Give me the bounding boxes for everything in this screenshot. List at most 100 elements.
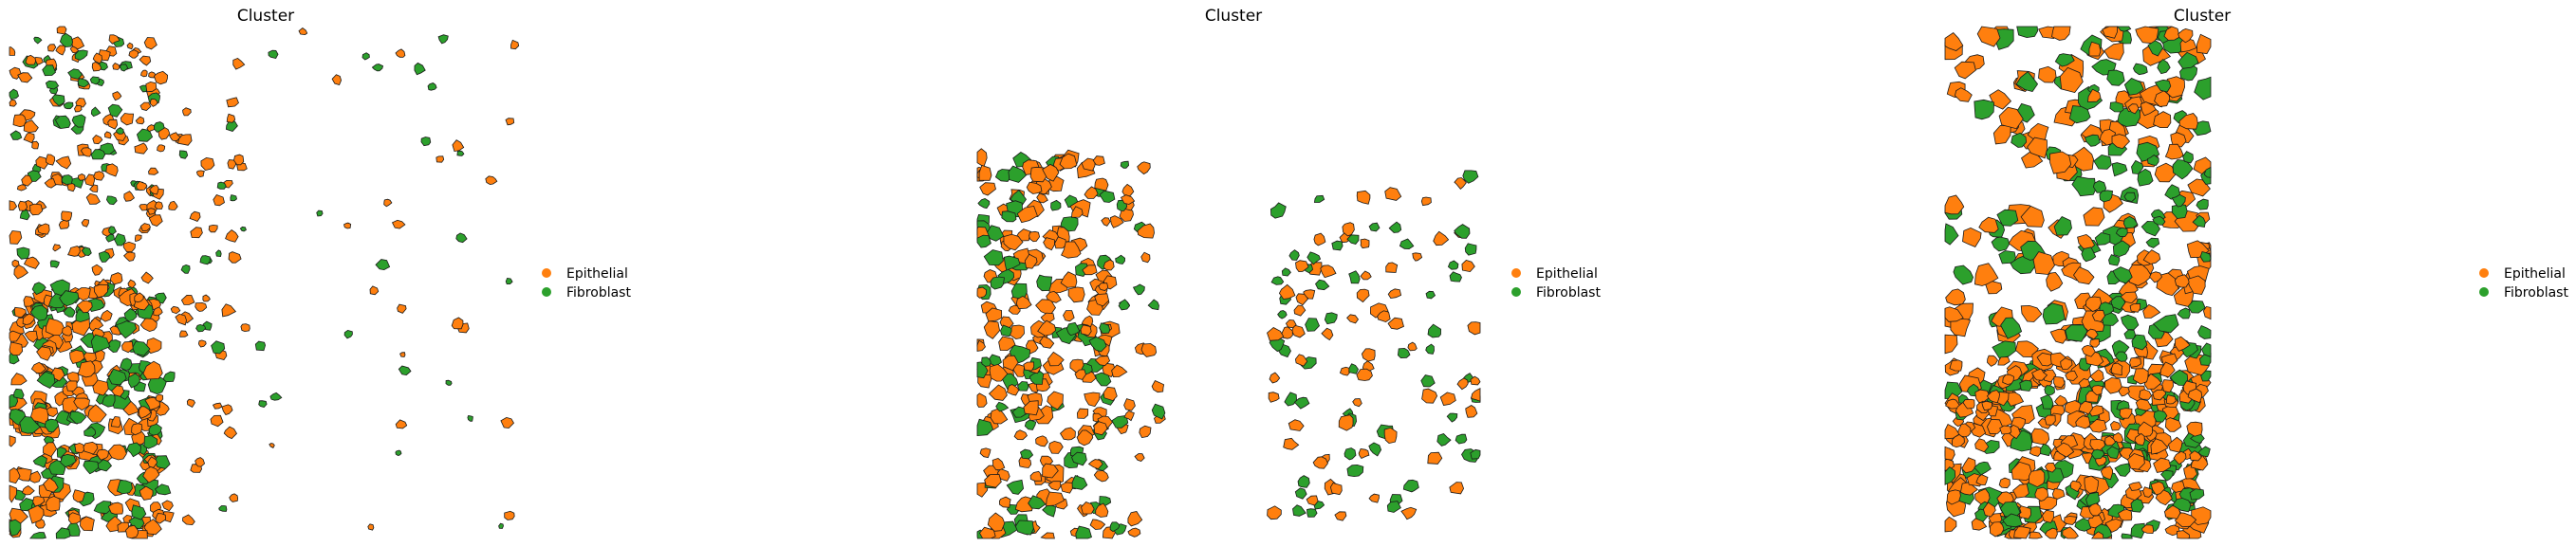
panel-2-cell-epithelial: [1439, 392, 1456, 406]
panel-1-cell-epithelial: [9, 330, 22, 342]
panel-3-cell-epithelial: [2062, 526, 2079, 539]
panel-2-cell-fibroblast: [1297, 475, 1310, 488]
panel-3-cell-epithelial: [1986, 418, 2004, 435]
panel-3-cell-epithelial: [2048, 151, 2072, 174]
panel-2-cell-fibroblast: [1281, 267, 1291, 277]
panel-3-cell-epithelial: [2051, 26, 2071, 41]
panel-2-legend: Epithelial Fibroblast: [1511, 266, 1601, 301]
panel-3-cell-fibroblast: [2197, 324, 2212, 339]
panel-3-cell-fibroblast: [2152, 215, 2166, 226]
panel-2-cell-fibroblast: [1147, 299, 1159, 311]
panel-3-cell-epithelial: [1944, 334, 1958, 355]
panel-3-cell-epithelial: [2153, 111, 2172, 129]
panel-2-cell-fibroblast: [1368, 222, 1381, 232]
panel-2-cell-epithelial: [976, 392, 988, 408]
panel-1-cell-epithelial: [177, 134, 193, 146]
panel-1-cell-epithelial: [189, 210, 201, 223]
panel-3-cell-epithelial: [1976, 26, 2001, 47]
panel-2-cell-fibroblast: [1151, 403, 1166, 420]
panel-2-cell-fibroblast: [1344, 447, 1357, 461]
panel-2-cell-epithelial: [1140, 343, 1158, 357]
panel-1-cell-fibroblast: [395, 449, 402, 457]
panel-1-cell-epithelial: [30, 361, 46, 374]
panel-1-cell-fibroblast: [258, 400, 268, 408]
panel-3-cell-fibroblast: [2203, 166, 2212, 178]
panel-1-cell-epithelial: [223, 426, 238, 440]
panel-3-cell-epithelial: [1999, 425, 2012, 435]
panel-1-cell-fibroblast: [343, 329, 353, 339]
panel-1-cell-epithelial: [298, 27, 308, 36]
panel-1-cell-epithelial: [142, 465, 160, 483]
panel-2-cell-fibroblast: [1331, 240, 1344, 251]
panel-2-cells: [976, 148, 1481, 539]
panel-1-cell-epithelial: [77, 360, 96, 378]
panel-1-cell-epithelial: [182, 514, 195, 526]
panel-2-cell-fibroblast: [1270, 276, 1285, 285]
panel-3-cell-epithelial: [2127, 103, 2140, 115]
panel-2-cell-epithelial: [1084, 392, 1101, 408]
panel-2-cell-fibroblast: [1399, 238, 1415, 250]
panel-3-cell-epithelial: [2029, 446, 2043, 457]
panel-2-cell-fibroblast: [1003, 255, 1021, 271]
panel-1-cell-epithelial: [139, 55, 152, 66]
panel-1-cell-epithelial: [56, 26, 67, 35]
panel-1-cell-fibroblast: [414, 62, 426, 76]
panel-1-cell-epithelial: [35, 155, 50, 170]
panel-3-cell-epithelial: [2044, 462, 2057, 473]
panel-3-cell-epithelial: [2135, 398, 2153, 411]
panel-3-cell-epithelial: [1985, 281, 2003, 295]
panel-3-cell-epithelial: [2142, 486, 2153, 498]
panel-3-cell-epithelial: [1944, 446, 1955, 461]
panel-1-cell-fibroblast: [131, 504, 147, 520]
panel-3-cell-fibroblast: [2053, 216, 2072, 236]
panel-3-cells: [1944, 26, 2212, 539]
panel-2-cell-epithelial: [1013, 429, 1028, 441]
panel-3-cell-epithelial: [1978, 216, 1999, 233]
panel-1-cell-fibroblast: [97, 459, 113, 472]
panel-2-cell-fibroblast: [1019, 448, 1034, 460]
panel-1-cell-fibroblast: [19, 416, 41, 434]
panel-3-cell-epithelial: [2065, 370, 2078, 381]
panel-3-cell-fibroblast: [1953, 264, 1974, 285]
panel-1-cell-fibroblast: [9, 88, 19, 100]
panel-1-cell-epithelial: [175, 313, 187, 326]
panel-2-cell-fibroblast: [1348, 363, 1359, 374]
panel-1-cell-epithelial: [134, 292, 144, 303]
panel-2-cell-epithelial: [1109, 215, 1124, 228]
panel-2-cell-fibroblast: [1029, 371, 1045, 385]
panel-3-cell-fibroblast: [2171, 193, 2186, 208]
panel-3-cell-epithelial: [1981, 400, 1993, 411]
panel-1-legend-marker-epithelial: [542, 268, 551, 278]
panel-3-cell-epithelial: [2104, 519, 2123, 534]
panel-1-cell-fibroblast: [67, 68, 83, 80]
panel-1-cell-fibroblast: [218, 505, 228, 512]
panel-3-cell-fibroblast: [2160, 470, 2174, 482]
panel-2-cell-epithelial: [976, 339, 986, 352]
panel-3-cell-fibroblast: [2106, 69, 2125, 86]
panel-3-cell-epithelial: [1989, 521, 2005, 538]
panel-1-cell-fibroblast: [361, 52, 370, 61]
panel-2-cell-fibroblast: [1368, 442, 1382, 457]
panel-3-cell-epithelial: [2064, 516, 2077, 525]
panel-1-cell-epithelial: [139, 101, 152, 111]
panel-2-cell-epithelial: [1098, 283, 1109, 291]
panel-1-cell-epithelial: [343, 222, 352, 229]
panel-3-cell-epithelial: [2128, 482, 2143, 491]
panel-3-cell-fibroblast: [2114, 351, 2128, 362]
panel-1-cell-epithelial: [12, 114, 27, 128]
panel-1-cell-epithelial: [397, 303, 407, 314]
panel-3-cell-epithelial: [1944, 306, 1964, 322]
panel-2-cell-fibroblast: [1307, 508, 1318, 518]
panel-1-cell-epithelial: [510, 39, 520, 50]
panel-2-cell-fibroblast: [1462, 170, 1479, 184]
panel-2-cell-epithelial: [979, 182, 996, 196]
panel-2-cell-epithelial: [1278, 283, 1296, 300]
panel-1-cell-epithelial: [22, 313, 35, 325]
panel-1-cell-epithelial: [149, 99, 158, 107]
panel-3-cell-epithelial: [2100, 465, 2114, 481]
panel-2-cell-epithelial: [1103, 259, 1115, 271]
panel-2-cell-epithelial: [1313, 232, 1326, 246]
panel-1-cell-epithelial: [17, 200, 28, 211]
panel-1-cell-fibroblast: [16, 246, 30, 260]
